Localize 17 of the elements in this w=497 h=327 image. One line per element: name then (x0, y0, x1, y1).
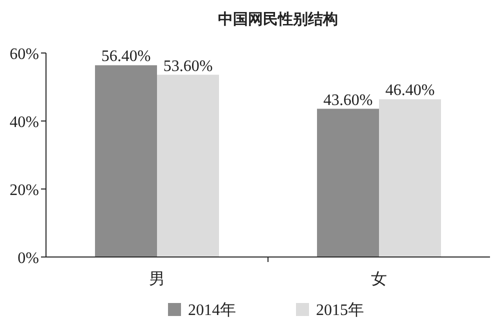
y-tick-label: 60% (10, 46, 39, 63)
bar (157, 74, 219, 257)
bar (95, 65, 157, 257)
legend-label: 2014年 (188, 302, 236, 319)
y-tick-label: 20% (10, 182, 39, 199)
x-tick-label: 男 (149, 271, 165, 288)
data-label: 46.40% (385, 82, 435, 100)
bar (317, 108, 379, 257)
data-label: 53.60% (163, 58, 213, 75)
x-tick-label: 女 (371, 271, 387, 288)
data-label: 43.60% (323, 92, 373, 109)
data-label: 56.40% (101, 48, 151, 66)
y-tick-label: 40% (10, 114, 39, 131)
bar (379, 99, 441, 257)
legend-label: 2015年 (316, 302, 364, 319)
chart-title: 中国网民性别结构 (218, 11, 338, 28)
y-tick-label: 0% (18, 250, 39, 267)
